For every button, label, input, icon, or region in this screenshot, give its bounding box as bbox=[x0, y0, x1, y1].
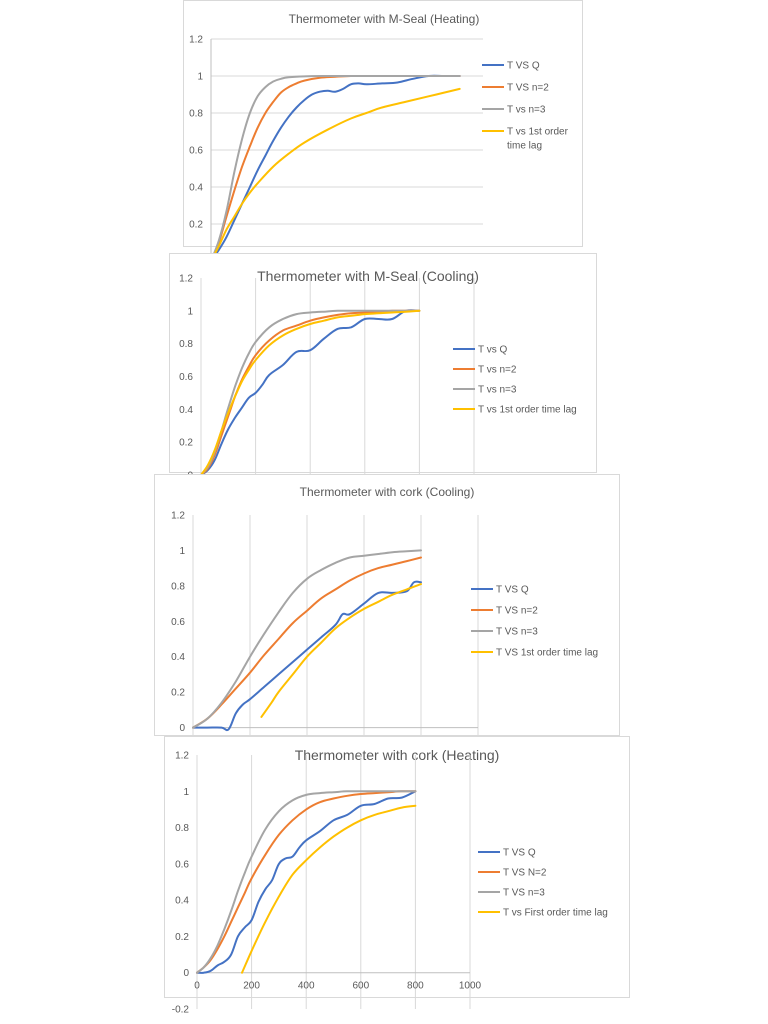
chart-panel-cork-cooling: Thermometer with cork (Cooling)-0.200.20… bbox=[154, 474, 620, 770]
legend-label: T vs Q bbox=[478, 345, 507, 356]
legend-label: T vs 1st order time lag bbox=[478, 405, 577, 416]
x-tick-label: 200 bbox=[243, 981, 260, 992]
series-line-4 bbox=[200, 309, 421, 476]
chart-svg: Thermometer with M-Seal (Heating)00.20.4… bbox=[189, 12, 569, 280]
series-line-3 bbox=[210, 74, 461, 262]
x-tick-label: 800 bbox=[407, 981, 424, 992]
y-tick-label: 0.6 bbox=[171, 617, 185, 628]
y-tick-label: 1 bbox=[179, 546, 185, 557]
y-tick-label: 1.2 bbox=[175, 751, 189, 762]
series-line-1 bbox=[200, 309, 421, 476]
legend-label: T vs n=2 bbox=[478, 365, 517, 376]
y-tick-label: 0.6 bbox=[179, 372, 193, 383]
legend-label: T VS n=2 bbox=[507, 83, 549, 94]
series-line-2 bbox=[200, 309, 421, 476]
legend-label: T vs 1st order time lag bbox=[507, 127, 569, 152]
chart-svg: Thermometer with M-Seal (Cooling)00.20.4… bbox=[179, 268, 577, 494]
x-tick-label: 1000 bbox=[459, 981, 482, 992]
chart-panel-mseal-cooling: Thermometer with M-Seal (Cooling)00.20.4… bbox=[169, 253, 597, 494]
y-tick-label: 0.8 bbox=[175, 823, 189, 834]
legend-label: T VS Q bbox=[496, 585, 529, 596]
y-tick-label: -0.2 bbox=[172, 1005, 190, 1016]
series-line-3 bbox=[196, 790, 417, 974]
y-tick-label: 0.2 bbox=[175, 932, 189, 943]
y-tick-label: 0.4 bbox=[179, 405, 193, 416]
chart-title: Thermometer with M-Seal (Heating) bbox=[289, 12, 480, 26]
chart-title: Thermometer with M-Seal (Cooling) bbox=[257, 268, 479, 284]
y-tick-label: 1.2 bbox=[171, 511, 185, 522]
legend-label: T vs n=3 bbox=[478, 385, 517, 396]
y-tick-label: 0.2 bbox=[179, 438, 193, 449]
legend-label: T VS n=3 bbox=[503, 888, 545, 899]
y-tick-label: 0.2 bbox=[189, 220, 203, 231]
y-tick-label: 0.4 bbox=[175, 896, 189, 907]
chart-panel-cork-heating: Thermometer with cork (Heating) -0.2 0 0.2 0… bbox=[164, 736, 630, 1016]
y-tick-label: 0 bbox=[183, 968, 189, 979]
series-line-1 bbox=[192, 580, 422, 732]
series-line-2 bbox=[192, 556, 422, 729]
y-tick-label: 0.2 bbox=[171, 688, 185, 699]
legend-label: T VS N=2 bbox=[503, 868, 547, 879]
y-tick-label: 0.4 bbox=[189, 183, 203, 194]
legend-label: T VS n=3 bbox=[496, 627, 538, 638]
chart-title: Thermometer with cork (Heating) bbox=[295, 747, 500, 763]
legend-label: T VS 1st order time lag bbox=[496, 648, 598, 659]
series-line-3 bbox=[192, 549, 422, 729]
legend-label: T vs n=3 bbox=[507, 105, 546, 116]
series-line-1 bbox=[196, 790, 417, 974]
y-tick-label: 0 bbox=[179, 723, 185, 734]
y-tick-label: 0.6 bbox=[189, 146, 203, 157]
legend-label: T vs First order time lag bbox=[503, 908, 608, 919]
chart-title: Thermometer with cork (Cooling) bbox=[300, 485, 475, 499]
y-tick-label: 1 bbox=[187, 306, 193, 317]
y-tick-label: 0.8 bbox=[179, 339, 193, 350]
y-tick-label: 1.2 bbox=[179, 274, 193, 285]
y-tick-label: 1.2 bbox=[189, 35, 203, 46]
series-line-4 bbox=[241, 804, 417, 974]
y-tick-label: 0.4 bbox=[171, 652, 185, 663]
legend-label: T VS Q bbox=[503, 848, 536, 859]
chart-svg: Thermometer with cork (Cooling)-0.200.20… bbox=[168, 485, 598, 770]
legend-label: T VS Q bbox=[507, 61, 540, 72]
series-line-4 bbox=[260, 583, 422, 718]
x-tick-label: 0 bbox=[194, 981, 200, 992]
y-tick-label: 1 bbox=[183, 787, 189, 798]
series-line-1 bbox=[210, 74, 461, 262]
y-tick-label: 0.6 bbox=[175, 859, 189, 870]
series-line-2 bbox=[210, 74, 461, 262]
legend-label: T VS n=2 bbox=[496, 606, 538, 617]
series-line-4 bbox=[210, 87, 461, 262]
chart-panel-mseal-heating: Thermometer with M-Seal (Heating)00.20.4… bbox=[183, 0, 583, 280]
x-tick-label: 400 bbox=[298, 981, 315, 992]
x-tick-label: 600 bbox=[352, 981, 369, 992]
chart-svg: Thermometer with cork (Heating) -0.2 0 0.2 0… bbox=[172, 747, 608, 1016]
y-tick-label: 1 bbox=[197, 72, 203, 83]
series-line-2 bbox=[196, 790, 417, 974]
y-tick-label: 0.8 bbox=[189, 109, 203, 120]
y-tick-label: 0.8 bbox=[171, 581, 185, 592]
